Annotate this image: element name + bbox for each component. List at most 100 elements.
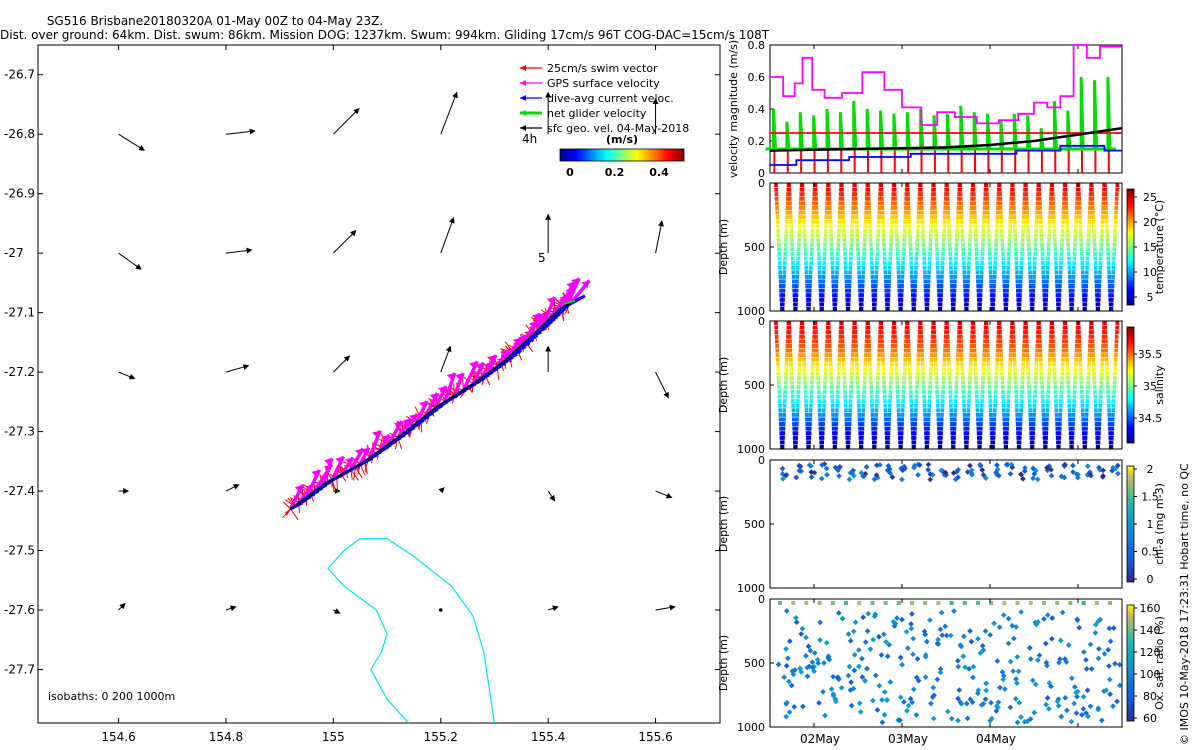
temperature-marker xyxy=(807,293,812,298)
salinity-marker xyxy=(1064,343,1069,348)
salinity-marker xyxy=(781,431,786,436)
temperature-marker xyxy=(966,274,971,279)
salinity-marker xyxy=(1080,399,1085,404)
salinity-marker xyxy=(854,343,858,348)
salinity-marker xyxy=(1091,362,1096,367)
temperature-marker xyxy=(830,261,835,266)
salinity-marker xyxy=(952,426,957,431)
oxygen-marker xyxy=(786,709,793,715)
salinity-marker xyxy=(979,422,983,427)
salinity-marker xyxy=(912,440,917,445)
salinity-marker xyxy=(803,389,808,394)
oxygen-marker xyxy=(1043,659,1050,666)
temperature-marker xyxy=(1002,274,1006,279)
temperature-marker xyxy=(1068,288,1073,293)
oxygen-marker xyxy=(1106,676,1113,683)
temperature-marker xyxy=(859,307,864,311)
temperature-marker xyxy=(1045,265,1050,270)
salinity-marker xyxy=(952,435,956,440)
temperature-marker xyxy=(1068,293,1073,298)
salinity-marker xyxy=(802,353,806,358)
temperature-marker xyxy=(791,270,796,275)
temperature-marker xyxy=(1067,256,1071,261)
salinity-marker xyxy=(863,362,868,367)
salinity-marker xyxy=(789,376,794,381)
temperature-marker xyxy=(1077,192,1081,197)
temperature-marker xyxy=(1080,256,1084,261)
oxygen-marker xyxy=(798,631,805,637)
oxygen-marker xyxy=(1002,601,1007,605)
salinity-marker xyxy=(1112,389,1116,394)
temperature-marker xyxy=(812,201,816,206)
salinity-marker xyxy=(979,412,984,417)
temperature-marker xyxy=(909,261,914,266)
temperature-marker xyxy=(777,261,782,266)
temperature-marker xyxy=(880,210,885,215)
temperature-marker xyxy=(922,251,926,256)
temperature-marker xyxy=(1037,196,1042,201)
salinity-marker xyxy=(942,366,946,371)
temperature-marker xyxy=(1114,210,1118,215)
temperature-marker xyxy=(981,238,985,243)
temperature-marker xyxy=(1006,261,1011,266)
temperature-marker xyxy=(1087,219,1092,224)
salinity-marker xyxy=(992,422,996,427)
oxygen-marker xyxy=(1036,652,1043,659)
salinity-marker xyxy=(801,348,806,353)
salinity-marker xyxy=(815,353,819,358)
salinity-marker xyxy=(1094,412,1098,417)
salinity-marker xyxy=(862,380,867,385)
salinity-marker xyxy=(936,417,941,422)
oxygen-marker xyxy=(963,700,970,707)
oxygen-marker xyxy=(1016,699,1023,706)
temperature-marker xyxy=(987,233,991,238)
salinity-marker xyxy=(1094,408,1098,413)
chla-marker xyxy=(994,462,1000,468)
salinity-marker xyxy=(1044,431,1049,436)
temperature-marker xyxy=(1108,293,1112,298)
temperature-marker xyxy=(1034,224,1039,229)
temperature-marker xyxy=(972,205,977,210)
temperature-marker xyxy=(963,288,967,293)
temperature-marker xyxy=(884,288,889,293)
salinity-marker xyxy=(817,408,822,413)
salinity-marker xyxy=(886,440,890,445)
salinity-marker xyxy=(1012,353,1017,358)
oxygen-marker xyxy=(807,647,814,654)
temperature-marker xyxy=(1066,251,1071,256)
gps-vector-head xyxy=(455,373,464,382)
salinity-marker xyxy=(993,394,998,399)
salinity-marker xyxy=(942,371,946,376)
salinity-marker xyxy=(989,431,994,436)
temperature-marker xyxy=(903,205,908,210)
salinity-marker xyxy=(903,357,907,362)
temperature-marker xyxy=(1061,215,1065,220)
temperature-marker xyxy=(971,192,976,197)
temperature-marker xyxy=(781,284,786,289)
temperature-marker xyxy=(862,238,867,243)
temperature-marker xyxy=(835,270,839,275)
temperature-marker xyxy=(864,210,868,215)
salinity-marker xyxy=(791,412,796,417)
temperature-marker xyxy=(802,224,807,229)
temperature-marker xyxy=(924,293,928,298)
temperature-marker xyxy=(1041,279,1046,284)
temperature-marker xyxy=(1011,187,1015,192)
geo-vector-dot xyxy=(438,608,443,612)
temperature-marker xyxy=(777,256,782,261)
salinity-marker xyxy=(1062,334,1066,339)
salinity-marker xyxy=(823,371,828,376)
temperature-marker xyxy=(1092,233,1096,238)
temperature-marker xyxy=(1027,256,1032,261)
oxygen-marker xyxy=(834,674,841,681)
temperature-marker xyxy=(1032,261,1037,266)
temperature-marker xyxy=(796,256,800,261)
salinity-marker xyxy=(986,366,991,371)
temperature-marker xyxy=(867,205,871,210)
temperature-marker xyxy=(896,270,901,275)
temperature-marker xyxy=(874,274,878,279)
temperature-marker xyxy=(956,205,961,210)
temperature-marker xyxy=(932,187,936,192)
temperature-marker xyxy=(846,297,851,302)
salinity-marker xyxy=(968,362,973,367)
